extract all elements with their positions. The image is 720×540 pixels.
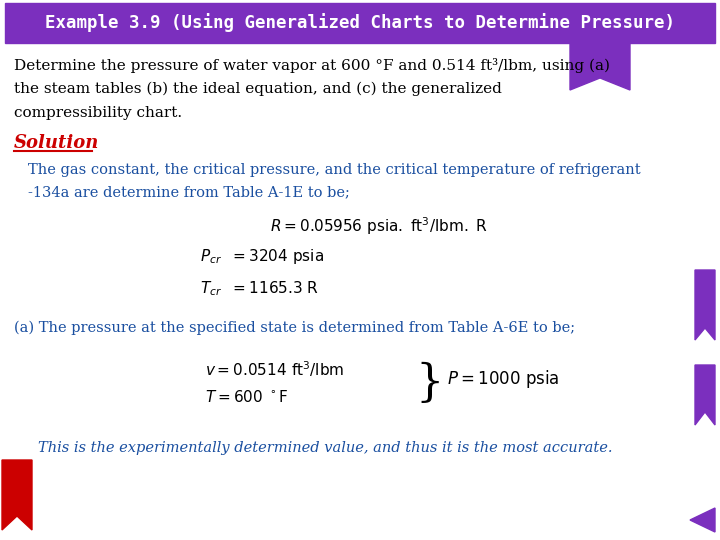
Text: Determine the pressure of water vapor at 600 °F and 0.514 ft³/lbm, using (a): Determine the pressure of water vapor at…	[14, 58, 610, 73]
Text: $R = 0.05956\ \mathrm{psia.\ ft^3/lbm.\ R}$: $R = 0.05956\ \mathrm{psia.\ ft^3/lbm.\ …	[270, 215, 488, 237]
Polygon shape	[695, 270, 715, 340]
Text: $v = 0.0514\ \mathrm{ft^3/lbm}$: $v = 0.0514\ \mathrm{ft^3/lbm}$	[205, 359, 344, 379]
Text: $P_{cr}\ \ = 3204\ \mathrm{psia}$: $P_{cr}\ \ = 3204\ \mathrm{psia}$	[200, 247, 324, 266]
Polygon shape	[690, 508, 715, 532]
Text: -134a are determine from Table A-1E to be;: -134a are determine from Table A-1E to b…	[28, 185, 350, 199]
Text: This is the experimentally determined value, and thus it is the most accurate.: This is the experimentally determined va…	[38, 441, 613, 455]
Text: $T_{cr}\ \ = 1165.3\ \mathrm{R}$: $T_{cr}\ \ = 1165.3\ \mathrm{R}$	[200, 279, 319, 298]
Text: The gas constant, the critical pressure, and the critical temperature of refrige: The gas constant, the critical pressure,…	[28, 163, 641, 177]
Text: }: }	[415, 361, 444, 404]
Text: (a) The pressure at the specified state is determined from Table A-6E to be;: (a) The pressure at the specified state …	[14, 321, 575, 335]
FancyBboxPatch shape	[5, 3, 715, 43]
Text: the steam tables (b) the ideal equation, and (c) the generalized: the steam tables (b) the ideal equation,…	[14, 82, 502, 97]
Text: Solution: Solution	[14, 134, 99, 152]
Text: $T = 600\ ^\circ\mathrm{F}$: $T = 600\ ^\circ\mathrm{F}$	[205, 389, 289, 405]
Text: compressibility chart.: compressibility chart.	[14, 106, 182, 120]
Polygon shape	[2, 460, 32, 530]
Polygon shape	[570, 44, 630, 90]
Polygon shape	[695, 365, 715, 425]
Text: Example 3.9 (Using Generalized Charts to Determine Pressure): Example 3.9 (Using Generalized Charts to…	[45, 14, 675, 32]
Text: $P = 1000\ \mathrm{psia}$: $P = 1000\ \mathrm{psia}$	[447, 368, 559, 390]
